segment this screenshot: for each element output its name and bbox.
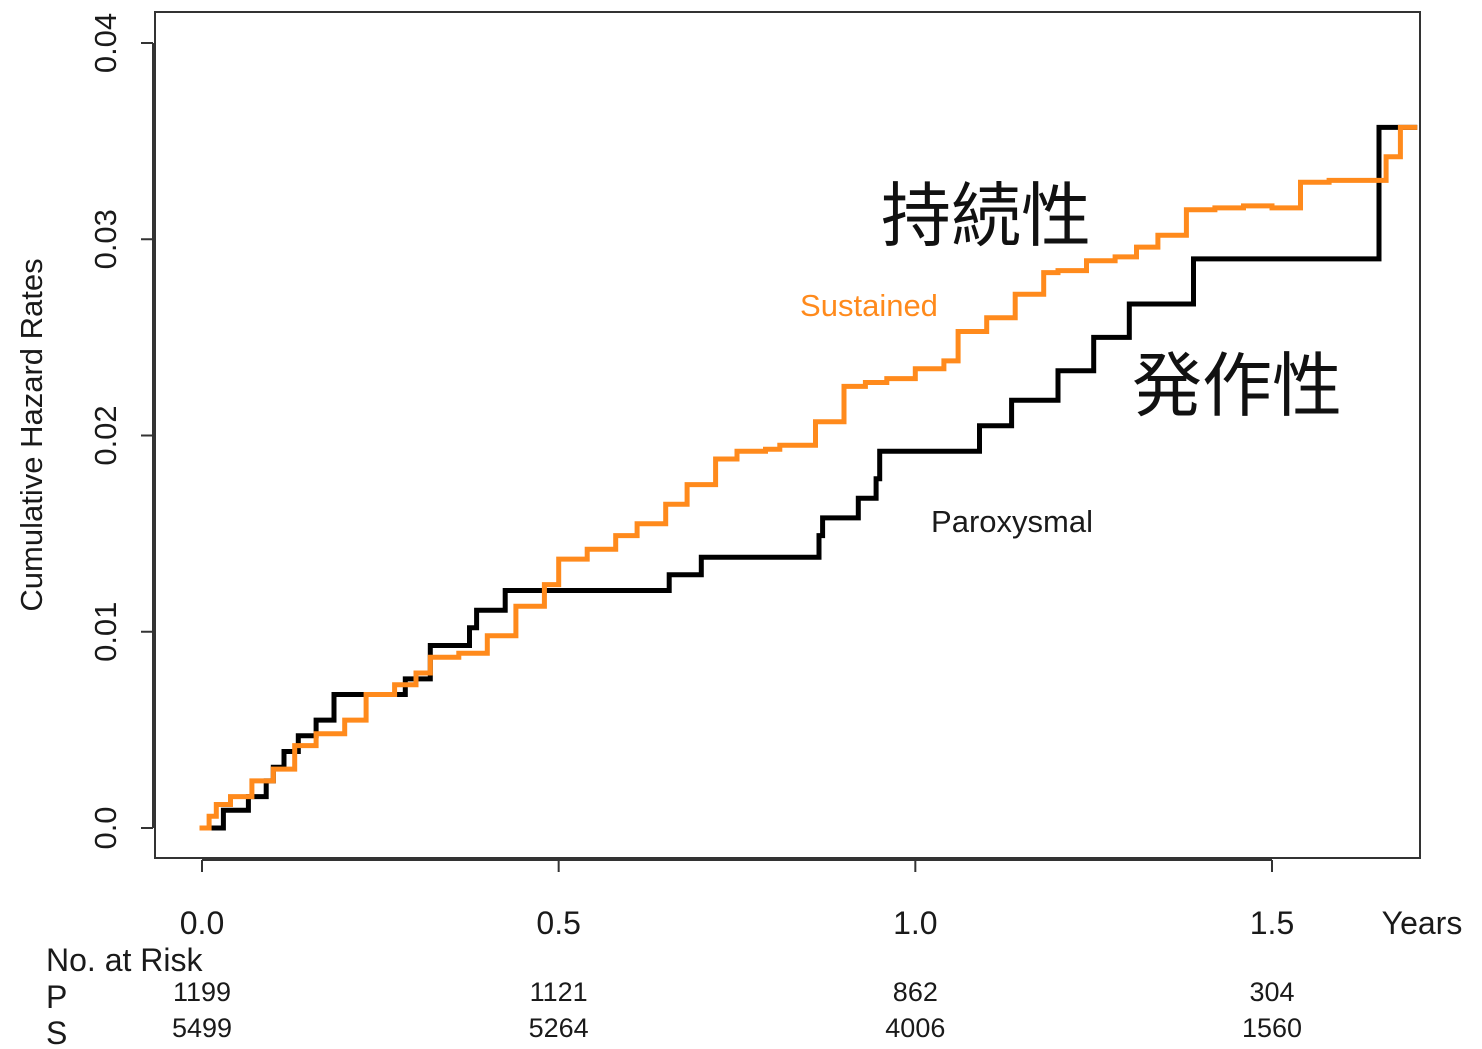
risk-row-label-s: S — [46, 1015, 67, 1049]
series-label-paroxysmal: Paroxysmal — [931, 504, 1093, 539]
x-ticks: 0.0 0.5 1.0 1.5 — [180, 860, 1294, 941]
y-tick-label: 0.02 — [88, 405, 123, 465]
y-tick-label: 0.03 — [88, 209, 123, 269]
y-ticks: 0.0 0.01 0.02 0.03 0.04 — [88, 13, 153, 850]
risk-value-p: 862 — [893, 977, 938, 1007]
risk-values: 1199 1121 862 304 5499 5264 4006 1560 — [172, 977, 1302, 1043]
series-line-sustained — [199, 124, 1418, 831]
y-tick-label: 0.01 — [88, 602, 123, 662]
x-unit-label: Years — [1382, 905, 1463, 941]
risk-value-s: 5264 — [529, 1013, 589, 1043]
risk-value-s: 1560 — [1242, 1013, 1302, 1043]
x-tick-label: 0.0 — [180, 905, 224, 941]
series-label-paroxysmal-jp: 発作性 — [1132, 345, 1342, 427]
x-tick-label: 1.0 — [893, 905, 937, 941]
risk-value-s: 5499 — [172, 1013, 232, 1043]
x-tick-label: 0.5 — [536, 905, 580, 941]
series-label-sustained-jp: 持続性 — [881, 175, 1091, 257]
risk-value-p: 1199 — [173, 977, 231, 1007]
series-label-sustained: Sustained — [800, 288, 938, 323]
risk-value-p: 304 — [1249, 977, 1294, 1007]
y-tick-label: 0.04 — [88, 13, 123, 73]
risk-table: No. at Risk P S 1199 1121 862 304 5499 5264 40… — [46, 942, 1302, 1049]
risk-table-title: No. at Risk — [46, 942, 203, 978]
series-line-paroxysmal — [199, 124, 1418, 831]
x-tick-label: 1.5 — [1250, 905, 1294, 941]
y-tick-label: 0.0 — [88, 806, 123, 849]
risk-value-s: 4006 — [885, 1013, 945, 1043]
series-group — [199, 124, 1418, 831]
plot-frame — [154, 11, 1421, 859]
y-axis-label: Cumulative Hazard Rates — [14, 258, 49, 611]
risk-row-label-p: P — [46, 979, 67, 1015]
risk-value-p: 1121 — [530, 977, 588, 1007]
